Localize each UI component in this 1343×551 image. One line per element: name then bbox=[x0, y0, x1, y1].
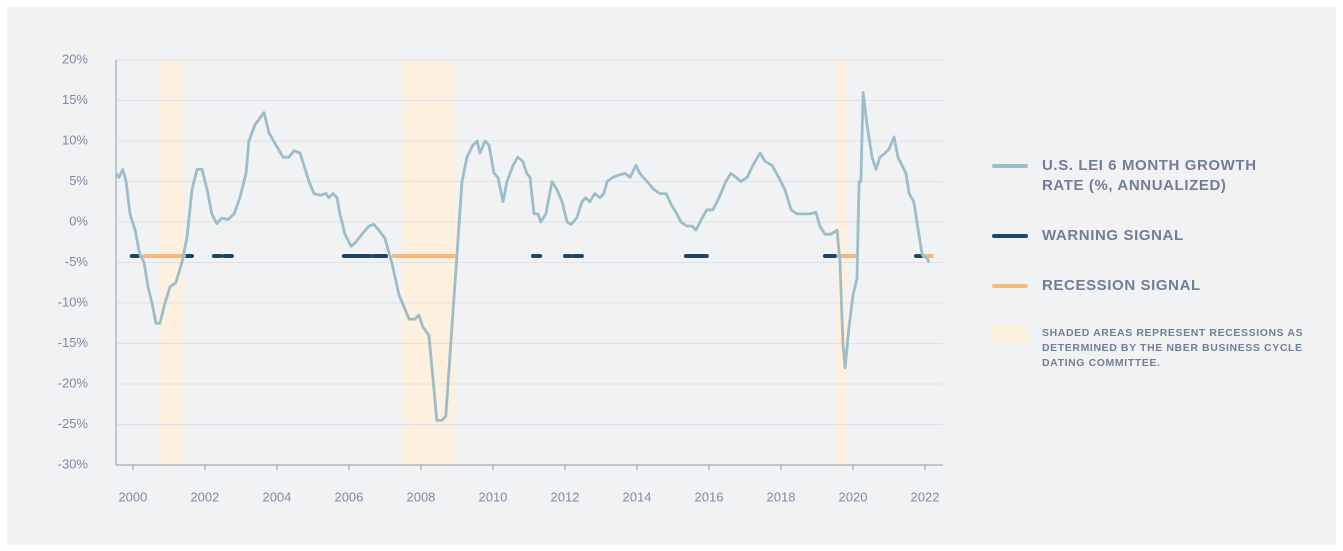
y-tick-label: -30% bbox=[58, 456, 89, 471]
legend-item: WARNING SIGNAL bbox=[992, 226, 1322, 246]
legend-note: SHADED AREAS REPRESENT RECESSIONS AS DET… bbox=[1042, 327, 1304, 369]
x-tick-label: 2014 bbox=[623, 489, 652, 504]
panel bbox=[7, 7, 1336, 545]
y-tick-label: -20% bbox=[58, 375, 89, 390]
y-tick-label: 20% bbox=[62, 51, 88, 66]
x-tick-label: 2016 bbox=[695, 489, 724, 504]
y-tick-label: -25% bbox=[58, 416, 89, 431]
legend-swatch bbox=[992, 284, 1028, 288]
x-tick-label: 2004 bbox=[262, 489, 291, 504]
legend-shade-swatch bbox=[992, 326, 1028, 344]
y-tick-label: 5% bbox=[69, 173, 88, 188]
legend-label: WARNING SIGNAL bbox=[1042, 227, 1184, 244]
legend-item: U.S. LEI 6 MONTH GROWTH RATE (%, ANNUALI… bbox=[992, 156, 1322, 196]
legend-label: RECESSION SIGNAL bbox=[1042, 277, 1201, 294]
x-tick-label: 2012 bbox=[551, 489, 580, 504]
x-tick-label: 2010 bbox=[478, 489, 507, 504]
y-tick-label: 10% bbox=[62, 132, 88, 147]
y-tick-label: 0% bbox=[69, 213, 88, 228]
y-tick-label: -15% bbox=[58, 335, 89, 350]
legend-item: SHADED AREAS REPRESENT RECESSIONS AS DET… bbox=[992, 326, 1322, 371]
y-tick-label: 15% bbox=[62, 92, 88, 107]
chart: 20% 15% 10% 5% 0% -5% -10% -15% -20% -25% -30% 2000… bbox=[58, 51, 943, 504]
x-tick-label: 2018 bbox=[767, 489, 796, 504]
x-tick-label: 2006 bbox=[334, 489, 363, 504]
y-tick-label: -10% bbox=[58, 294, 89, 309]
legend-swatch bbox=[992, 234, 1028, 238]
x-tick-label: 2020 bbox=[839, 489, 868, 504]
legend-swatch bbox=[992, 164, 1028, 168]
x-tick-label: 2022 bbox=[911, 489, 940, 504]
x-tick-label: 2002 bbox=[190, 489, 219, 504]
x-tick-label: 2008 bbox=[406, 489, 435, 504]
legend-item: RECESSION SIGNAL bbox=[992, 276, 1322, 296]
y-tick-label: -5% bbox=[65, 254, 89, 269]
legend: U.S. LEI 6 MONTH GROWTH RATE (%, ANNUALI… bbox=[992, 156, 1322, 401]
data-line bbox=[114, 91, 931, 422]
legend-label: U.S. LEI 6 MONTH GROWTH RATE (%, ANNUALI… bbox=[1042, 157, 1257, 194]
x-tick-label: 2000 bbox=[118, 489, 147, 504]
